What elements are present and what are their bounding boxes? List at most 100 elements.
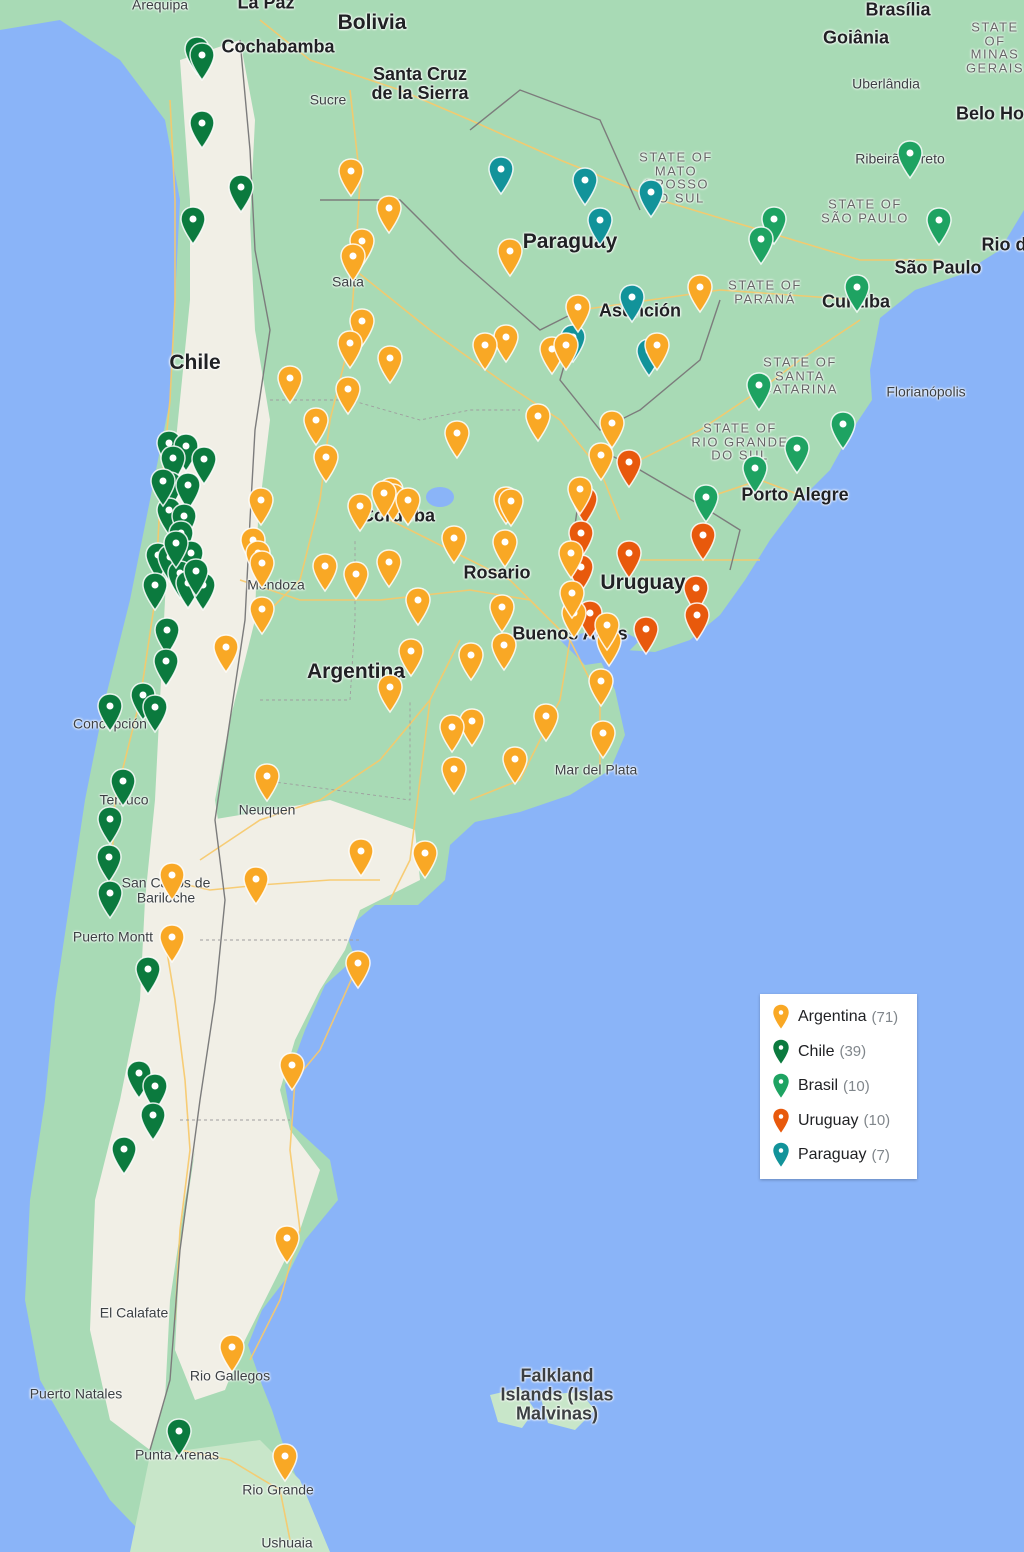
argentina-marker[interactable] [336, 330, 364, 370]
argentina-marker[interactable] [273, 1225, 301, 1265]
argentina-marker[interactable] [311, 553, 339, 593]
chile-marker[interactable] [96, 806, 124, 846]
brasil-marker[interactable] [741, 455, 769, 495]
argentina-marker[interactable] [411, 840, 439, 880]
argentina-marker[interactable] [458, 708, 486, 748]
chile-marker[interactable] [227, 174, 255, 214]
chile-marker[interactable] [165, 1418, 193, 1458]
argentina-marker[interactable] [589, 720, 617, 760]
argentina-marker[interactable] [471, 332, 499, 372]
argentina-marker[interactable] [404, 587, 432, 627]
argentina-marker[interactable] [552, 332, 580, 372]
chile-marker[interactable] [188, 42, 216, 82]
chile-marker[interactable] [190, 446, 218, 486]
argentina-marker[interactable] [593, 612, 621, 652]
chile-marker[interactable] [149, 468, 177, 508]
argentina-marker[interactable] [253, 763, 281, 803]
chile-marker[interactable] [152, 648, 180, 688]
argentina-marker[interactable] [218, 1334, 246, 1374]
brasil-marker[interactable] [896, 140, 924, 180]
chile-marker[interactable] [188, 110, 216, 150]
uruguay-marker[interactable] [615, 449, 643, 489]
chile-marker[interactable] [96, 693, 124, 733]
argentina-marker[interactable] [443, 420, 471, 460]
argentina-marker[interactable] [158, 924, 186, 964]
chile-marker[interactable] [109, 768, 137, 808]
argentina-marker[interactable] [248, 596, 276, 636]
argentina-marker[interactable] [587, 442, 615, 482]
legend-item-paraguay[interactable]: Paraguay (7) [760, 1138, 917, 1173]
argentina-marker[interactable] [342, 561, 370, 601]
chile-marker[interactable] [96, 880, 124, 920]
legend-item-uruguay[interactable]: Uruguay (10) [760, 1104, 917, 1139]
argentina-marker[interactable] [558, 580, 586, 620]
argentina-marker[interactable] [438, 714, 466, 754]
argentina-marker[interactable] [158, 862, 186, 902]
argentina-marker[interactable] [587, 668, 615, 708]
legend-item-argentina[interactable]: Argentina (71) [760, 1000, 917, 1035]
argentina-marker[interactable] [347, 838, 375, 878]
argentina-marker[interactable] [492, 324, 520, 364]
argentina-marker[interactable] [491, 529, 519, 569]
uruguay-marker[interactable] [632, 616, 660, 656]
chile-marker[interactable] [134, 956, 162, 996]
legend-item-brasil[interactable]: Brasil (10) [760, 1069, 917, 1104]
argentina-marker[interactable] [440, 756, 468, 796]
chile-marker[interactable] [141, 572, 169, 612]
uruguay-marker[interactable] [689, 522, 717, 562]
uruguay-marker[interactable] [683, 602, 711, 642]
argentina-marker[interactable] [271, 1443, 299, 1483]
argentina-marker[interactable] [496, 238, 524, 278]
argentina-marker[interactable] [532, 703, 560, 743]
chile-marker[interactable] [95, 844, 123, 884]
argentina-marker[interactable] [375, 195, 403, 235]
argentina-marker[interactable] [248, 550, 276, 590]
chile-marker[interactable] [141, 694, 169, 734]
argentina-marker[interactable] [276, 365, 304, 405]
paraguay-marker[interactable] [571, 167, 599, 207]
paraguay-marker[interactable] [618, 284, 646, 324]
argentina-marker[interactable] [346, 493, 374, 533]
argentina-marker[interactable] [457, 642, 485, 682]
argentina-marker[interactable] [344, 950, 372, 990]
brasil-marker[interactable] [783, 435, 811, 475]
argentina-marker[interactable] [566, 476, 594, 516]
argentina-marker[interactable] [376, 345, 404, 385]
chile-marker[interactable] [162, 530, 190, 570]
argentina-marker[interactable] [302, 407, 330, 447]
argentina-marker[interactable] [278, 1052, 306, 1092]
legend-item-chile[interactable]: Chile (39) [760, 1035, 917, 1070]
argentina-marker[interactable] [334, 376, 362, 416]
paraguay-marker[interactable] [586, 207, 614, 247]
argentina-marker[interactable] [339, 243, 367, 283]
paraguay-marker[interactable] [487, 156, 515, 196]
argentina-marker[interactable] [370, 480, 398, 520]
brasil-marker[interactable] [692, 484, 720, 524]
argentina-marker[interactable] [598, 410, 626, 450]
argentina-marker[interactable] [557, 540, 585, 580]
argentina-marker[interactable] [242, 866, 270, 906]
chile-marker[interactable] [139, 1102, 167, 1142]
argentina-marker[interactable] [501, 746, 529, 786]
argentina-marker[interactable] [375, 549, 403, 589]
argentina-marker[interactable] [337, 158, 365, 198]
argentina-marker[interactable] [397, 638, 425, 678]
argentina-marker[interactable] [488, 594, 516, 634]
argentina-marker[interactable] [524, 403, 552, 443]
brasil-marker[interactable] [829, 411, 857, 451]
argentina-marker[interactable] [686, 274, 714, 314]
uruguay-marker[interactable] [615, 540, 643, 580]
chile-marker[interactable] [182, 558, 210, 598]
chile-marker[interactable] [179, 206, 207, 246]
argentina-marker[interactable] [212, 634, 240, 674]
brasil-marker[interactable] [925, 207, 953, 247]
brasil-marker[interactable] [843, 274, 871, 314]
argentina-marker[interactable] [564, 294, 592, 334]
argentina-marker[interactable] [440, 525, 468, 565]
argentina-marker[interactable] [376, 674, 404, 714]
paraguay-marker[interactable] [637, 179, 665, 219]
chile-marker[interactable] [110, 1136, 138, 1176]
brasil-marker[interactable] [745, 372, 773, 412]
argentina-marker[interactable] [497, 488, 525, 528]
